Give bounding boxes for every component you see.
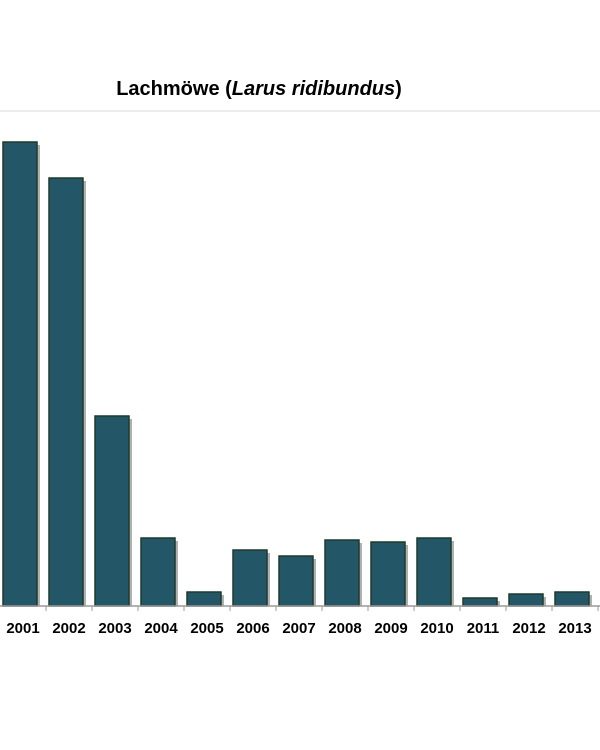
bar-2004 <box>140 537 176 607</box>
chart-title-main: Lachmöwe ( <box>116 78 232 100</box>
bar-2007 <box>278 555 314 607</box>
bar-2010 <box>416 537 452 607</box>
bar-2002 <box>48 177 84 607</box>
x-tick-label-2005: 2005 <box>190 620 223 637</box>
x-tick-label-2003: 2003 <box>98 620 131 637</box>
bar-2011 <box>462 597 498 607</box>
x-tick-label-2008: 2008 <box>328 620 361 637</box>
x-tick-label-2012: 2012 <box>512 620 545 637</box>
bar-2005 <box>186 591 222 607</box>
x-tick-label-2010: 2010 <box>420 620 453 637</box>
bar-2012 <box>508 593 544 607</box>
x-tick-label-2006: 2006 <box>236 620 269 637</box>
x-tick-label-2004: 2004 <box>144 620 178 637</box>
chart-title-close: ) <box>395 78 402 100</box>
bar-2001 <box>2 141 38 607</box>
x-tick-label-2002: 2002 <box>52 620 85 637</box>
x-axis-labels: 2001 2002 2003 2004 2005 2006 2007 2008 2009 2010… <box>6 620 591 637</box>
bar-2009 <box>370 541 406 607</box>
bar-2006 <box>232 549 268 607</box>
x-tick-label-2013: 2013 <box>558 620 591 637</box>
bar-2008 <box>324 539 360 607</box>
bar-2013 <box>554 591 590 607</box>
bars-group <box>2 141 592 607</box>
x-axis-ticks <box>45 606 599 611</box>
x-tick-label-2007: 2007 <box>282 620 315 637</box>
chart-title: Lachmöwe (Larus ridibundus) <box>116 78 402 100</box>
x-tick-label-2011: 2011 <box>467 620 500 637</box>
chart-title-species: Larus ridibundus <box>232 78 395 100</box>
x-tick-label-2001: 2001 <box>6 620 39 637</box>
bar-2003 <box>94 415 130 607</box>
x-tick-label-2009: 2009 <box>374 620 407 637</box>
